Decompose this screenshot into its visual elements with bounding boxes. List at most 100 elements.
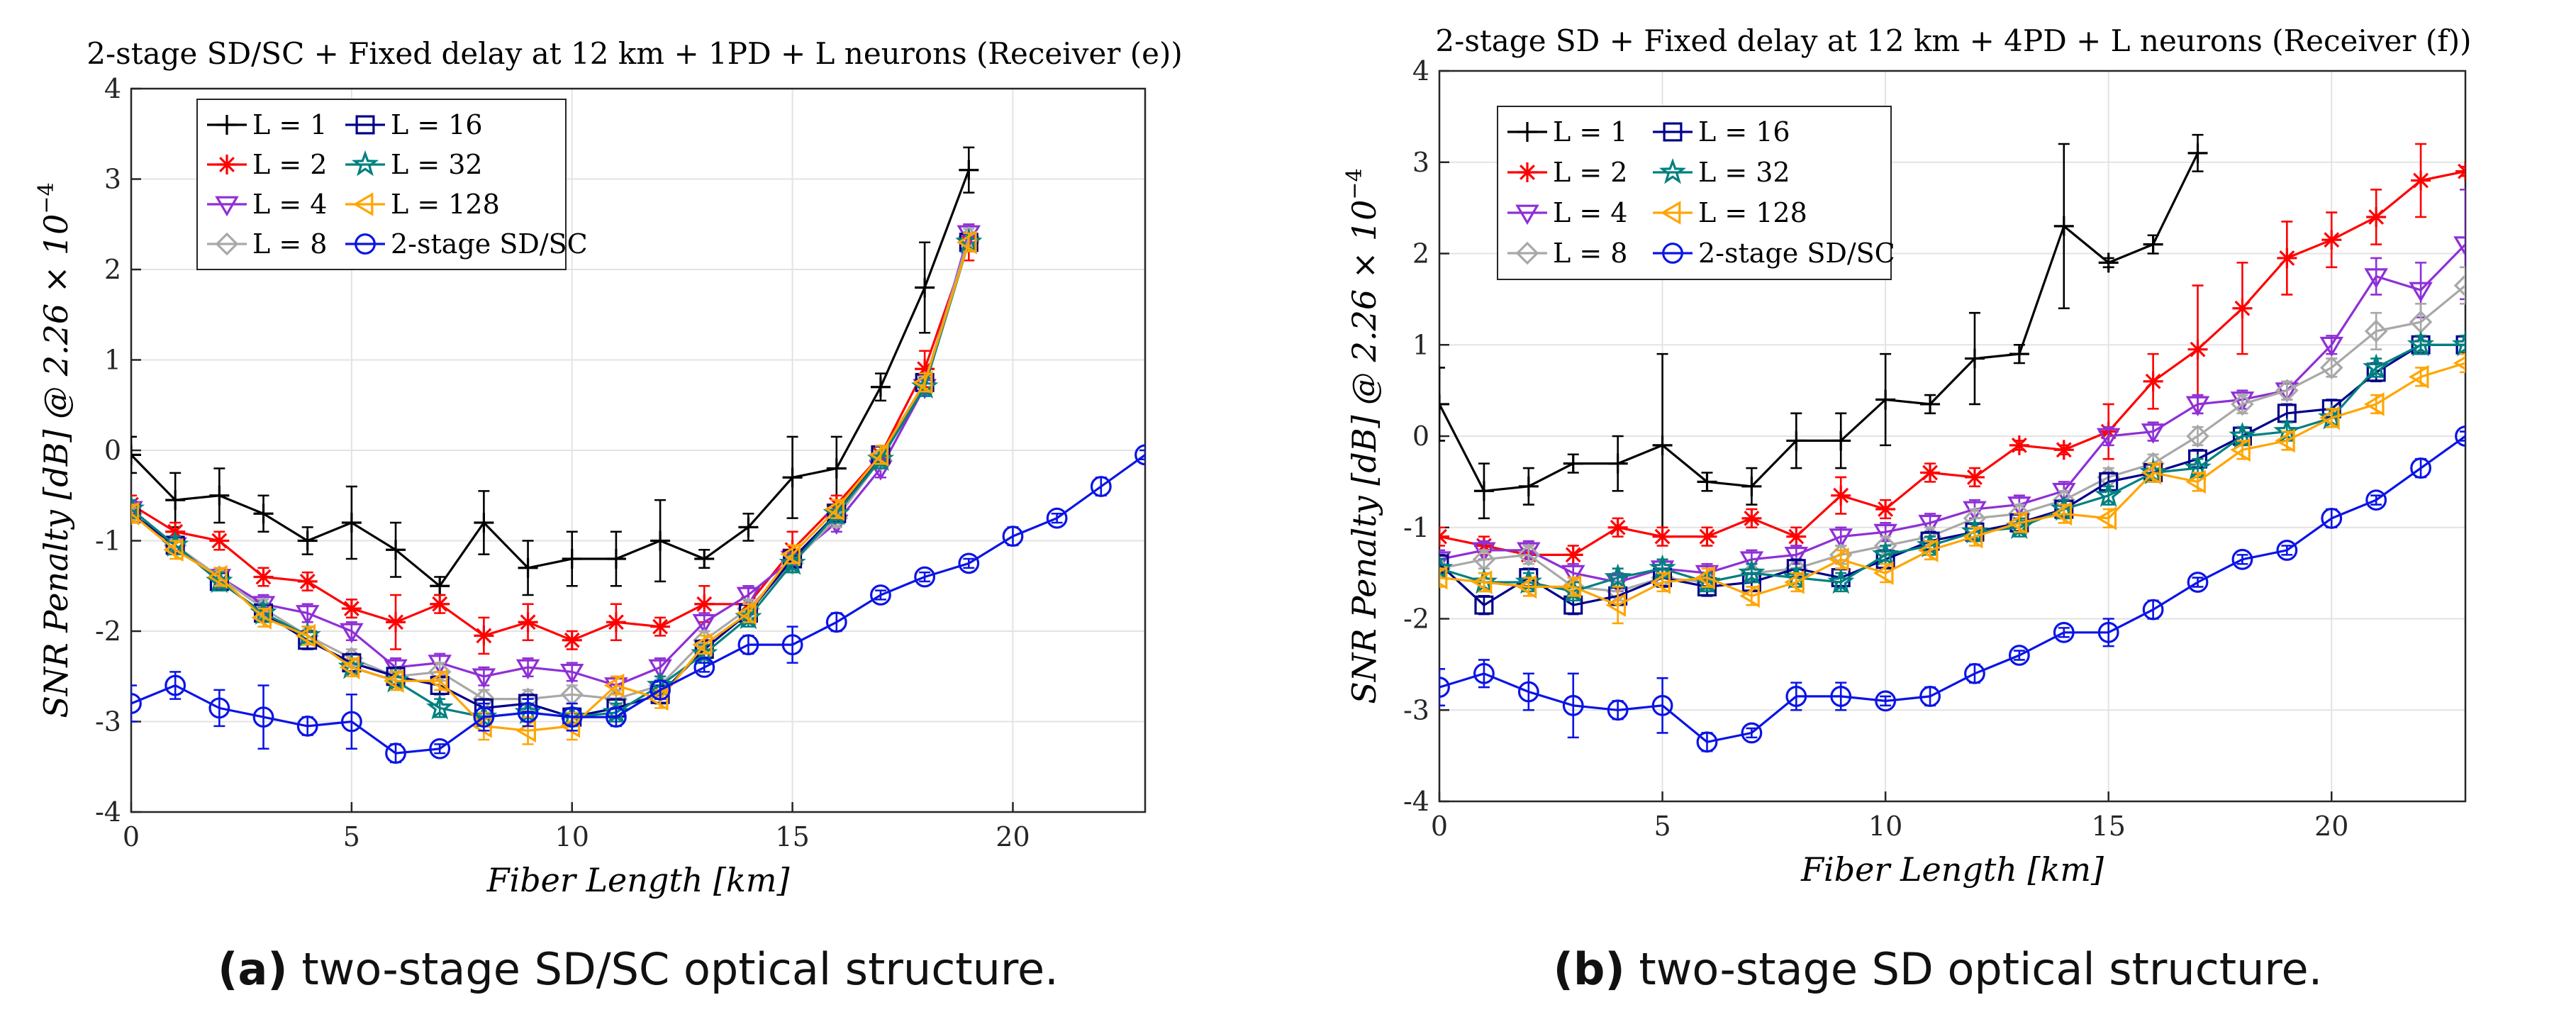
legend-marker-a-L2	[217, 155, 237, 174]
legend-marker-b-L4	[1515, 204, 1539, 226]
point-b-L128-10	[1873, 561, 1894, 585]
point-a-SDSC-9	[517, 701, 539, 723]
legend-marker-b-L8	[1515, 241, 1539, 265]
point-b-L8-23	[2453, 274, 2465, 297]
legend-label-b-L128: L = 128	[1698, 197, 1807, 228]
caption-a-letter: (a)	[218, 943, 288, 995]
point-b-L128-23	[2453, 355, 2465, 371]
point-b-L1-5	[1652, 435, 1673, 455]
xtick-label-a-4: 20	[996, 821, 1030, 852]
legend-marker-a-L8	[215, 232, 239, 256]
x-axis-label-b: Fiber Length [km]	[1800, 850, 2104, 889]
point-a-L2-8	[474, 625, 494, 646]
point-b-L2-3	[1563, 545, 1583, 565]
xtick-label-a-1: 5	[343, 821, 360, 852]
legend-label-a-L8: L = 8	[252, 228, 327, 260]
point-b-L2-22	[2411, 170, 2431, 191]
point-a-L128-1	[163, 538, 184, 562]
legend-label-a-L1: L = 1	[252, 109, 327, 140]
point-a-L32-7	[426, 694, 454, 720]
point-a-L2-7	[430, 594, 450, 614]
point-a-L4-7	[428, 655, 452, 675]
ytick-label-b-7: 3	[1412, 147, 1429, 178]
point-b-L8-20	[2319, 356, 2343, 379]
chart-title-b: 2-stage SD + Fixed delay at 12 km + 4PD …	[1435, 23, 2471, 58]
point-a-L128-13	[692, 633, 713, 657]
point-a-L1-7	[430, 576, 450, 596]
point-b-L2-13	[2009, 435, 2029, 455]
point-b-L128-0	[1439, 565, 1448, 590]
point-b-SDSC-16	[2142, 599, 2164, 621]
xtick-label-b-3: 15	[2092, 811, 2126, 842]
point-a-L128-7	[428, 669, 448, 693]
point-a-L4-14	[736, 586, 761, 608]
point-b-L128-18	[2230, 438, 2251, 462]
point-b-L128-12	[1962, 524, 1983, 549]
point-a-L4-10	[559, 663, 584, 684]
point-b-L8-18	[2231, 392, 2254, 416]
point-b-SDSC-4	[1607, 699, 1629, 721]
errorbar-b-L4-21	[2370, 257, 2382, 296]
point-a-L4-12	[648, 659, 672, 680]
legend-a: L = 1 L = 16 L = 2 L = 32 L = 4 L = 128 L = 8 2…	[196, 99, 588, 270]
point-b-L1-12	[1964, 348, 1985, 369]
legend-marker-b-SDSC	[1662, 243, 1683, 264]
point-b-L128-14	[2051, 501, 2073, 526]
point-b-L1-1	[1473, 481, 1494, 501]
legend-b: L = 1 L = 16 L = 2 L = 32 L = 4 L = 128 L = 8 2…	[1497, 106, 1895, 280]
legend-marker-b-L128	[1660, 201, 1681, 225]
point-b-L32-22	[2407, 330, 2435, 357]
legend-marker-b-L32	[1658, 157, 1687, 184]
point-a-L128-14	[736, 601, 757, 625]
xtick-label-b-1: 5	[1654, 811, 1671, 842]
point-b-L4-20	[2319, 336, 2344, 357]
point-a-L2-3	[253, 567, 274, 587]
point-a-SDSC-18	[914, 566, 936, 588]
point-b-SDSC-12	[1964, 662, 1985, 684]
point-b-L8-17	[2186, 424, 2209, 448]
caption-a-text: two-stage SD/SC optical structure.	[287, 943, 1059, 995]
errorbar-a-SDSC-18	[919, 571, 931, 583]
point-b-L1-9	[1831, 430, 1851, 451]
legend-label-a-L128: L = 128	[391, 189, 500, 220]
point-b-L2-0	[1439, 526, 1449, 547]
point-a-L4-8	[472, 668, 496, 689]
errorbar-a-SDSC-17	[874, 589, 886, 601]
errorbar-a-SDSC-7	[434, 743, 446, 755]
legend-label-b-L2: L = 2	[1553, 157, 1627, 188]
errorbar-a-SDSC-19	[963, 557, 975, 569]
point-a-L128-2	[207, 565, 228, 589]
legend-marker-a-L16	[355, 115, 375, 135]
series-group-a	[131, 146, 1145, 764]
point-b-L32-7	[1738, 558, 1766, 585]
ytick-label-a-6: 2	[104, 254, 121, 285]
legend-label-b-L16: L = 16	[1698, 116, 1790, 148]
point-b-L128-4	[1605, 593, 1627, 617]
point-a-L1-9	[518, 557, 538, 578]
ytick-label-a-4: 0	[104, 435, 121, 466]
point-b-L4-10	[1873, 523, 1897, 545]
point-b-L128-21	[2364, 392, 2385, 416]
point-b-L128-6	[1695, 565, 1715, 590]
y-axis-label-b: SNR Penalty [dB] @ 2.26 × 10−4	[1342, 168, 1383, 704]
point-a-SDSC-0	[131, 693, 142, 714]
point-a-SDSC-10	[561, 706, 583, 728]
caption-b-text: two-stage SD optical structure.	[1624, 943, 2323, 995]
point-b-L4-22	[2409, 282, 2433, 303]
legend-label-a-SDSC: 2-stage SD/SC	[391, 228, 588, 260]
ytick-label-a-1: -3	[95, 706, 121, 738]
point-b-SDSC-0	[1439, 677, 1450, 698]
series-group-b	[1439, 133, 2465, 753]
legend-marker-b-L2	[1517, 162, 1537, 182]
point-a-L1-17	[870, 377, 891, 397]
point-b-L4-0	[1439, 551, 1451, 572]
errorbar-b-SDSC-13	[2013, 650, 2025, 661]
point-a-SDSC-5	[340, 711, 362, 733]
errorbar-b-SDSC-23	[2460, 430, 2465, 442]
point-b-L128-15	[2096, 506, 2117, 530]
point-a-L2-12	[650, 616, 671, 637]
legend-label-b-L1: L = 1	[1553, 116, 1627, 148]
point-b-SDSC-5	[1651, 694, 1673, 716]
legend-marker-a-L1	[217, 115, 237, 135]
